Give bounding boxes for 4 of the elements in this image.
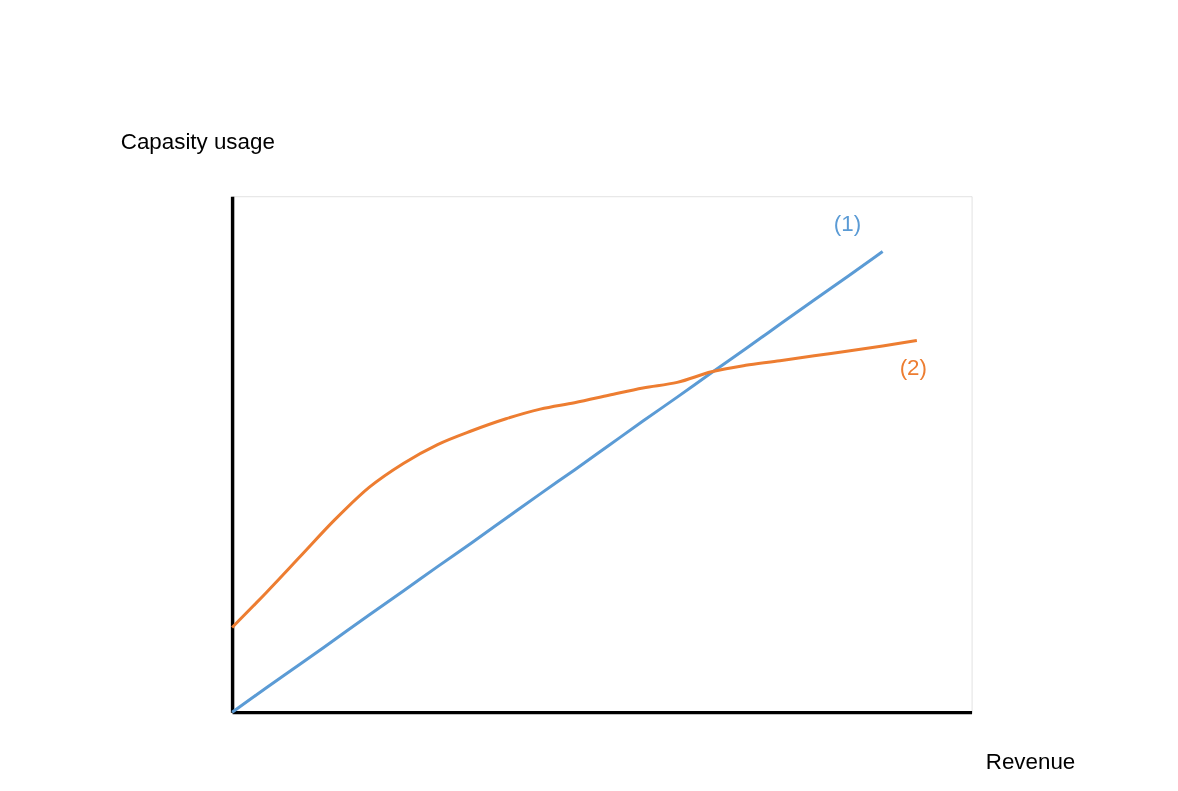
series-label: (1) [833,210,862,236]
y-axis-title: Capasity usage [120,129,275,155]
series-label: (2) [899,354,927,380]
x-axis-title: Revenue [985,749,1076,775]
